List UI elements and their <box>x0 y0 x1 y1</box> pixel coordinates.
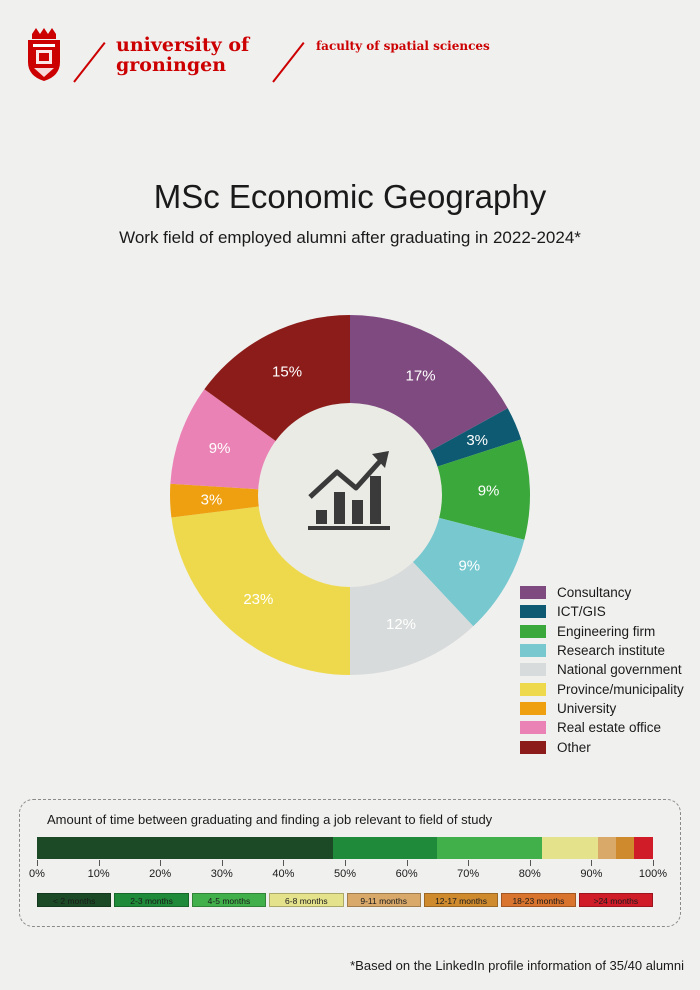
chart-subtitle: Work field of employed alumni after grad… <box>119 228 581 247</box>
tick-mark <box>591 860 593 866</box>
x-axis-ticks: 0% 10% 20% 30% 40% 50% 60% 70% 80% 90% 100% <box>29 860 667 884</box>
slice-value-label: 17% <box>406 368 436 385</box>
tick-mark <box>98 860 100 866</box>
tick-label: 30% <box>210 868 233 880</box>
slice-value-label: 9% <box>478 483 500 500</box>
tick-mark <box>406 860 408 866</box>
legend-swatch <box>520 740 546 754</box>
tick-mark <box>653 860 654 866</box>
bar-segment-9-11-months <box>597 837 617 859</box>
legend-item: ICT/GIS <box>520 602 684 621</box>
legend-label: Consultancy <box>557 585 632 601</box>
legend-swatch <box>520 682 546 696</box>
legend-item: Province/municipality <box>520 679 684 698</box>
legend-label: National government <box>557 662 682 678</box>
legend-swatch <box>520 605 546 619</box>
tick-label: 10% <box>87 868 110 880</box>
legend-item: Real estate office <box>520 718 684 737</box>
header: university of groningen faculty of spati… <box>0 0 700 100</box>
job-time-title: Amount of time between graduating and fi… <box>47 812 493 827</box>
footnote: *Based on the LinkedIn profile informati… <box>350 958 684 973</box>
legend-swatch <box>520 663 546 677</box>
slice-value-label: 3% <box>201 491 223 508</box>
legend-swatch <box>520 701 546 715</box>
legend-label: Other <box>557 739 591 755</box>
slice-value-label: 9% <box>209 440 231 457</box>
legend-item: University <box>520 699 684 718</box>
legend-swatch <box>520 721 546 735</box>
tick-label: 20% <box>149 868 172 880</box>
legend-label: ICT/GIS <box>557 604 606 620</box>
duration-legend-item: < 2 months <box>37 893 112 907</box>
slice-value-label: 15% <box>272 364 302 381</box>
bar-segment--24-months <box>634 837 653 859</box>
legend-item: Consultancy <box>520 583 684 602</box>
legend-label: Real estate office <box>557 720 662 736</box>
duration-legend-item: 9-11 months <box>346 893 421 907</box>
tick-mark <box>37 860 38 866</box>
tick-mark <box>468 860 470 866</box>
duration-legend-item: >24 months <box>578 893 653 907</box>
legend-label: Engineering firm <box>557 623 656 639</box>
slice-value-label: 12% <box>386 616 416 633</box>
tick-label: 0% <box>29 868 45 880</box>
legend-item: Engineering firm <box>520 622 684 641</box>
duration-legend-item: 18-23 months <box>501 893 576 907</box>
legend-label: University <box>557 700 617 716</box>
legend-swatch <box>520 644 546 658</box>
tick-mark <box>160 860 162 866</box>
tick-label: 80% <box>518 868 541 880</box>
legend-label: Province/municipality <box>557 681 684 697</box>
tick-label: 50% <box>333 868 357 880</box>
legend-swatch <box>520 586 546 600</box>
university-name: university of groningen <box>116 35 249 75</box>
stacked-bar <box>37 837 653 859</box>
job-time-panel <box>19 799 681 927</box>
duration-legend-item: 4-5 months <box>191 893 267 907</box>
bar-segment-12-17-months <box>616 837 635 859</box>
university-name-line2: groningen <box>116 54 227 76</box>
duration-legend: < 2 months 2-3 months 4-5 months 6-8 months… <box>37 893 653 907</box>
tick-label: 60% <box>395 868 418 880</box>
bar-segment--2-months <box>37 837 333 859</box>
bar-segment-6-8-months <box>542 837 598 859</box>
bar-segment-4-5-months <box>437 837 543 859</box>
legend-item: National government <box>520 660 684 679</box>
legend-swatch <box>520 624 546 638</box>
slice-value-label: 23% <box>243 591 273 608</box>
tick-label: 40% <box>272 868 295 880</box>
duration-legend-item: 2-3 months <box>114 893 189 907</box>
duration-legend-item: 12-17 months <box>423 893 499 907</box>
legend-item: Other <box>520 737 684 756</box>
chart-title: MSc Economic Geography <box>153 178 547 215</box>
tick-label: 90% <box>580 868 603 880</box>
chart-growth-icon <box>308 451 390 530</box>
duration-legend-item: 6-8 months <box>269 893 344 907</box>
faculty-name: faculty of spatial sciences <box>316 39 490 53</box>
donut-hole <box>258 403 442 587</box>
tick-label: 100% <box>638 868 668 880</box>
slice-value-label: 9% <box>458 558 480 575</box>
tick-mark <box>283 860 285 866</box>
legend-item: Research institute <box>520 641 684 660</box>
tick-mark <box>221 860 223 866</box>
university-name-line1: university of <box>116 34 250 56</box>
chart-legend: Consultancy ICT/GIS Engineering firm Resear… <box>520 583 684 757</box>
tick-mark <box>345 860 346 866</box>
tick-mark <box>529 860 531 866</box>
bar-segment-2-3-months <box>332 837 438 859</box>
university-crest-logo <box>28 28 60 81</box>
legend-label: Research institute <box>557 643 666 659</box>
slice-value-label: 3% <box>466 432 488 449</box>
tick-label: 70% <box>457 868 480 880</box>
